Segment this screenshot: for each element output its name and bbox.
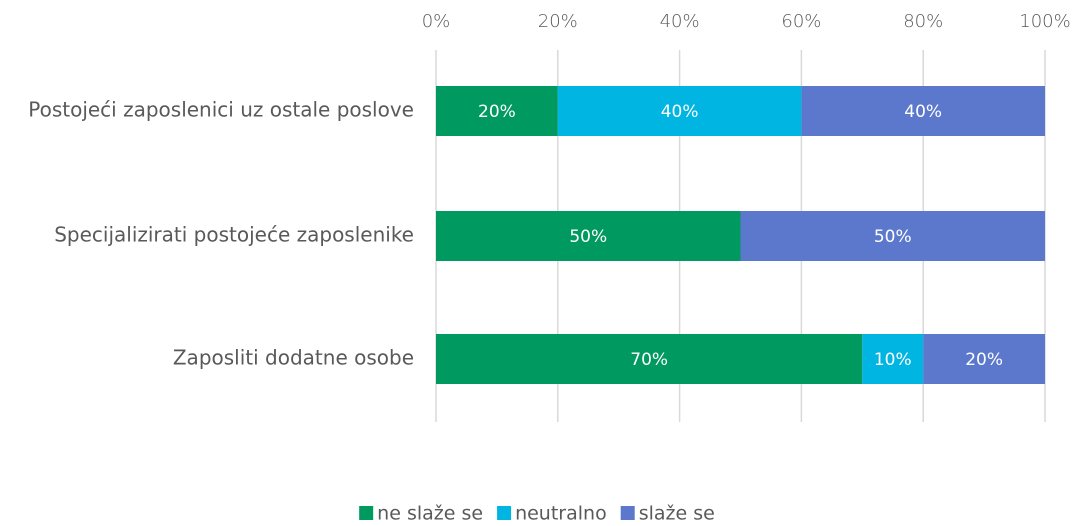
bar-segment — [862, 334, 924, 384]
legend-label: ne slaže se — [377, 503, 483, 525]
legend-swatch — [497, 506, 512, 520]
bar-segment — [436, 334, 863, 384]
value-label: 50% — [569, 227, 607, 247]
legend-swatch — [359, 506, 374, 520]
x-tick-label: 100% — [1019, 11, 1070, 32]
value-label: 40% — [661, 102, 699, 122]
value-label: 20% — [478, 102, 516, 122]
category-label: Zaposliti dodatne osobe — [173, 346, 414, 370]
bar-segment — [436, 211, 741, 261]
x-tick-label: 60% — [781, 11, 821, 32]
bar-segment — [923, 334, 1045, 384]
bar-segment — [740, 211, 1045, 261]
category-label: Specijalizirati postojeće zaposlenike — [54, 223, 414, 247]
bar-segment — [436, 86, 558, 136]
category-label: Postojeći zaposlenici uz ostale poslove — [28, 98, 414, 122]
value-label: 50% — [874, 227, 912, 247]
value-label: 40% — [904, 102, 942, 122]
x-tick-label: 20% — [538, 11, 578, 32]
value-label: 20% — [965, 350, 1003, 370]
legend-swatch — [620, 506, 635, 520]
bar-segment — [557, 86, 802, 136]
value-label: 70% — [630, 350, 668, 370]
legend-label: neutralno — [515, 503, 607, 525]
bar-segment — [801, 86, 1045, 136]
x-tick-label: 40% — [660, 11, 700, 32]
x-tick-label: 0% — [422, 11, 451, 32]
legend-label: slaže se — [639, 503, 715, 525]
legend: ne slaže se neutralno slaže se — [359, 503, 715, 525]
x-tick-label: 80% — [903, 11, 943, 32]
value-label: 10% — [874, 350, 912, 370]
